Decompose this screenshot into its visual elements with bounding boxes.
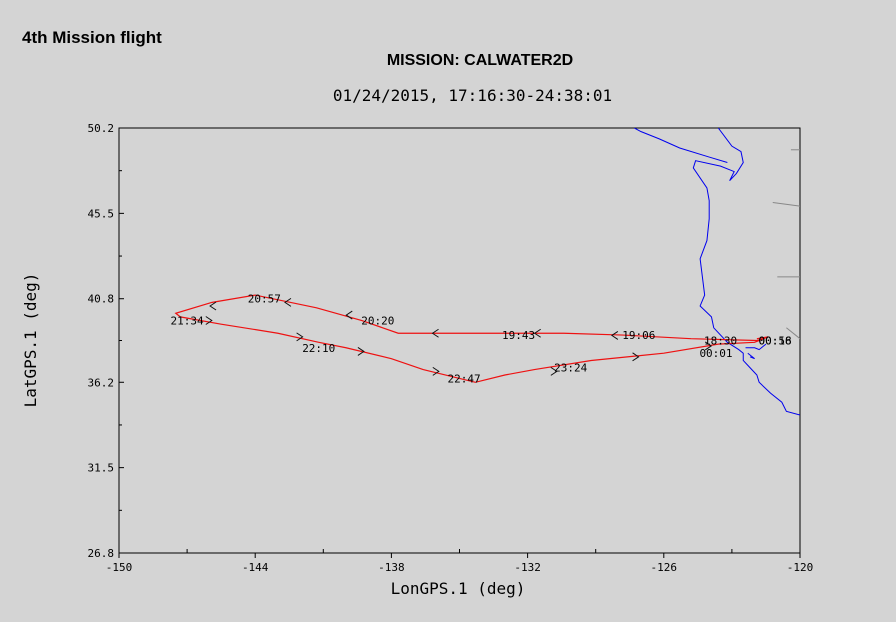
chart-title: MISSION: CALWATER2D (386, 52, 574, 69)
chart-subtitle: 01/24/2015, 17:16:30-24:38:01 (332, 86, 613, 105)
direction-arrow (431, 328, 439, 338)
time-label: 00:18 (758, 335, 791, 348)
coastline (634, 128, 728, 163)
time-label: 20:20 (361, 315, 394, 328)
y-tick-label: 26.8 (88, 547, 115, 560)
x-tick-label: -126 (651, 561, 678, 574)
direction-arrow (533, 328, 541, 338)
direction-arrow (209, 301, 217, 311)
time-label: 20:57 (248, 293, 281, 306)
y-tick-label: 40.8 (88, 293, 115, 306)
direction-arrow (357, 346, 365, 356)
x-axis-label: LonGPS.1 (deg) (391, 579, 526, 598)
direction-arrow (632, 352, 640, 362)
y-axis-label: LatGPS.1 (deg) (21, 273, 40, 408)
state-border-line (772, 201, 800, 207)
time-label: 19:06 (622, 329, 655, 342)
plot-frame (118, 127, 801, 554)
time-label: 19:43 (502, 329, 535, 342)
direction-arrow (205, 316, 213, 325)
y-tick-label: 31.5 (88, 462, 115, 475)
time-label: 23:24 (554, 362, 587, 375)
time-label: 21:34 (171, 315, 204, 328)
coastline (692, 128, 800, 416)
coastline (747, 352, 755, 360)
x-tick-label: -120 (787, 561, 814, 574)
direction-arrow (704, 341, 713, 351)
time-label: 18:30 (704, 335, 737, 348)
x-tick-label: -132 (514, 561, 541, 574)
direction-arrow (345, 310, 353, 320)
y-tick-label: 36.2 (88, 376, 115, 389)
page-heading: 4th Mission flight (22, 28, 162, 47)
x-tick-label: -150 (106, 561, 133, 574)
direction-arrow (432, 366, 440, 376)
state-border-line (786, 327, 800, 340)
x-tick-label: -138 (378, 561, 405, 574)
time-label: 00:01 (699, 347, 732, 360)
direction-arrow (550, 366, 558, 376)
y-tick-label: 45.5 (88, 207, 115, 220)
direction-arrow (610, 330, 619, 340)
x-tick-label: -144 (242, 561, 269, 574)
direction-arrow (284, 297, 292, 307)
coastline (745, 343, 767, 351)
y-tick-label: 50.2 (88, 122, 115, 135)
time-label: 00:56 (758, 335, 791, 348)
direction-arrow (296, 332, 304, 342)
time-label: 22:10 (302, 342, 335, 355)
flight-track-line (174, 294, 769, 383)
time-label: 22:47 (447, 373, 480, 386)
